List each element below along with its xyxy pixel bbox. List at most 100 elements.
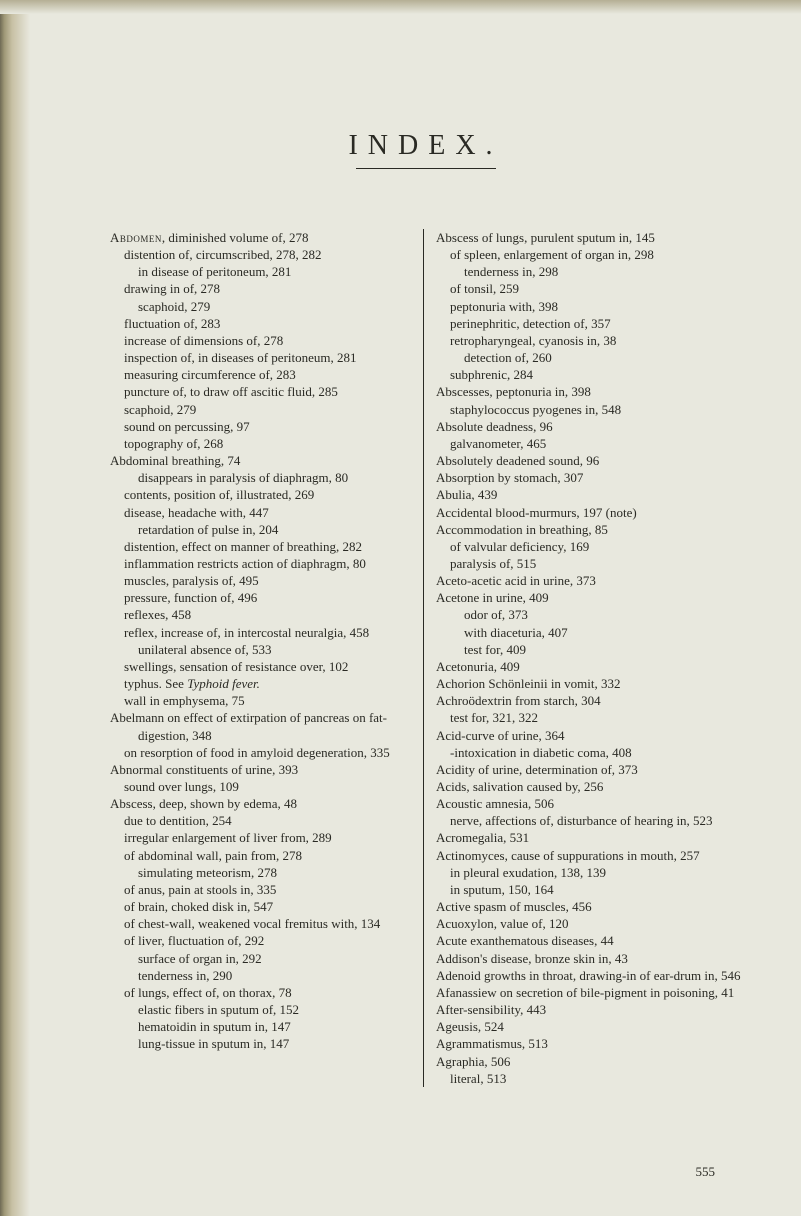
index-entry: scaphoid, 279 bbox=[110, 401, 415, 418]
index-entry: Accommodation in breathing, 85 bbox=[436, 521, 741, 538]
index-entry: contents, position of, illustrated, 269 bbox=[110, 486, 415, 503]
index-entry: Acute exanthematous diseases, 44 bbox=[436, 932, 741, 949]
index-entry: reflexes, 458 bbox=[110, 606, 415, 623]
index-entry: peptonuria with, 398 bbox=[436, 298, 741, 315]
left-column: Abdomen, diminished volume of, 278disten… bbox=[110, 229, 424, 1087]
index-entry: staphylococcus pyogenes in, 548 bbox=[436, 401, 741, 418]
index-entry: Ageusis, 524 bbox=[436, 1018, 741, 1035]
index-entry: Abdomen, diminished volume of, 278 bbox=[110, 229, 415, 246]
index-entry: Abelmann on effect of extirpation of pan… bbox=[110, 709, 415, 743]
index-entry: topography of, 268 bbox=[110, 435, 415, 452]
index-entry: Absolute deadness, 96 bbox=[436, 418, 741, 435]
index-entry: test for, 321, 322 bbox=[436, 709, 741, 726]
index-entry: unilateral absence of, 533 bbox=[110, 641, 415, 658]
index-entry: scaphoid, 279 bbox=[110, 298, 415, 315]
index-entry: in pleural exudation, 138, 139 bbox=[436, 864, 741, 881]
index-entry: Acidity of urine, determination of, 373 bbox=[436, 761, 741, 778]
index-entry: Acoustic amnesia, 506 bbox=[436, 795, 741, 812]
index-entry: Acuoxylon, value of, 120 bbox=[436, 915, 741, 932]
index-entry: fluctuation of, 283 bbox=[110, 315, 415, 332]
index-entry: wall in emphysema, 75 bbox=[110, 692, 415, 709]
index-entry: sound on percussing, 97 bbox=[110, 418, 415, 435]
index-entry: Acetone in urine, 409 bbox=[436, 589, 741, 606]
index-entry: with diaceturia, 407 bbox=[436, 624, 741, 641]
index-entry: test for, 409 bbox=[436, 641, 741, 658]
index-entry: swellings, sensation of resistance over,… bbox=[110, 658, 415, 675]
page-body: INDEX. Abdomen, diminished volume of, 27… bbox=[0, 0, 801, 1216]
index-entry: retardation of pulse in, 204 bbox=[110, 521, 415, 538]
index-entry: simulating meteorism, 278 bbox=[110, 864, 415, 881]
index-entry: Achroödextrin from starch, 304 bbox=[436, 692, 741, 709]
index-entry: on resorption of food in amyloid degener… bbox=[110, 744, 415, 761]
index-entry: Active spasm of muscles, 456 bbox=[436, 898, 741, 915]
index-entry: pressure, function of, 496 bbox=[110, 589, 415, 606]
index-entry: lung-tissue in sputum in, 147 bbox=[110, 1035, 415, 1052]
index-entry: Abscesses, peptonuria in, 398 bbox=[436, 383, 741, 400]
index-entry: Abdominal breathing, 74 bbox=[110, 452, 415, 469]
index-columns: Abdomen, diminished volume of, 278disten… bbox=[110, 229, 741, 1087]
index-entry: irregular enlargement of liver from, 289 bbox=[110, 829, 415, 846]
index-entry: disappears in paralysis of diaphragm, 80 bbox=[110, 469, 415, 486]
index-entry: tenderness in, 298 bbox=[436, 263, 741, 280]
index-entry: Abscess, deep, shown by edema, 48 bbox=[110, 795, 415, 812]
index-entry: retropharyngeal, cyanosis in, 38 bbox=[436, 332, 741, 349]
index-entry: of spleen, enlargement of organ in, 298 bbox=[436, 246, 741, 263]
index-entry: in sputum, 150, 164 bbox=[436, 881, 741, 898]
index-entry: Agrammatismus, 513 bbox=[436, 1035, 741, 1052]
index-entry: Absorption by stomach, 307 bbox=[436, 469, 741, 486]
index-entry: increase of dimensions of, 278 bbox=[110, 332, 415, 349]
index-entry: of tonsil, 259 bbox=[436, 280, 741, 297]
index-entry: Acids, salivation caused by, 256 bbox=[436, 778, 741, 795]
index-entry: of chest-wall, weakened vocal fremitus w… bbox=[110, 915, 415, 932]
index-entry: inspection of, in diseases of peritoneum… bbox=[110, 349, 415, 366]
index-entry: detection of, 260 bbox=[436, 349, 741, 366]
right-column: Abscess of lungs, purulent sputum in, 14… bbox=[424, 229, 741, 1087]
index-entry: Abnormal constituents of urine, 393 bbox=[110, 761, 415, 778]
index-entry: of abdominal wall, pain from, 278 bbox=[110, 847, 415, 864]
index-entry: literal, 513 bbox=[436, 1070, 741, 1087]
index-entry: of anus, pain at stools in, 335 bbox=[110, 881, 415, 898]
index-entry: -intoxication in diabetic coma, 408 bbox=[436, 744, 741, 761]
index-entry: perinephritic, detection of, 357 bbox=[436, 315, 741, 332]
index-entry: of brain, choked disk in, 547 bbox=[110, 898, 415, 915]
index-entry: puncture of, to draw off ascitic fluid, … bbox=[110, 383, 415, 400]
index-entry: Acromegalia, 531 bbox=[436, 829, 741, 846]
page-number: 555 bbox=[696, 1164, 716, 1180]
index-entry: measuring circumference of, 283 bbox=[110, 366, 415, 383]
index-entry: elastic fibers in sputum of, 152 bbox=[110, 1001, 415, 1018]
index-entry: galvanometer, 465 bbox=[436, 435, 741, 452]
index-entry: Agraphia, 506 bbox=[436, 1053, 741, 1070]
index-entry: Adenoid growths in throat, drawing-in of… bbox=[436, 967, 741, 984]
index-entry: disease, headache with, 447 bbox=[110, 504, 415, 521]
index-entry: Acetonuria, 409 bbox=[436, 658, 741, 675]
index-entry: reflex, increase of, in intercostal neur… bbox=[110, 624, 415, 641]
index-entry: Actinomyces, cause of suppurations in mo… bbox=[436, 847, 741, 864]
index-entry: of lungs, effect of, on thorax, 78 bbox=[110, 984, 415, 1001]
index-entry: odor of, 373 bbox=[436, 606, 741, 623]
index-entry: subphrenic, 284 bbox=[436, 366, 741, 383]
index-entry: tenderness in, 290 bbox=[110, 967, 415, 984]
index-entry: Absolutely deadened sound, 96 bbox=[436, 452, 741, 469]
index-entry: distention, effect on manner of breathin… bbox=[110, 538, 415, 555]
index-entry: Abulia, 439 bbox=[436, 486, 741, 503]
index-entry: of liver, fluctuation of, 292 bbox=[110, 932, 415, 949]
index-entry: After-sensibility, 443 bbox=[436, 1001, 741, 1018]
index-entry: surface of organ in, 292 bbox=[110, 950, 415, 967]
index-title: INDEX. bbox=[110, 130, 741, 162]
index-entry: drawing in of, 278 bbox=[110, 280, 415, 297]
index-entry: Addison's disease, bronze skin in, 43 bbox=[436, 950, 741, 967]
index-entry: Achorion Schönleinii in vomit, 332 bbox=[436, 675, 741, 692]
index-entry: Abscess of lungs, purulent sputum in, 14… bbox=[436, 229, 741, 246]
index-entry: muscles, paralysis of, 495 bbox=[110, 572, 415, 589]
index-entry: hematoidin in sputum in, 147 bbox=[110, 1018, 415, 1035]
index-entry: Afanassiew on secretion of bile-pigment … bbox=[436, 984, 741, 1001]
index-entry: of valvular deficiency, 169 bbox=[436, 538, 741, 555]
index-entry: paralysis of, 515 bbox=[436, 555, 741, 572]
index-entry: distention of, circumscribed, 278, 282 bbox=[110, 246, 415, 263]
index-entry: inflammation restricts action of diaphra… bbox=[110, 555, 415, 572]
title-rule bbox=[356, 168, 496, 169]
index-entry: Aceto-acetic acid in urine, 373 bbox=[436, 572, 741, 589]
index-entry: nerve, affections of, disturbance of hea… bbox=[436, 812, 741, 829]
index-entry: Accidental blood-murmurs, 197 (note) bbox=[436, 504, 741, 521]
index-entry: Acid-curve of urine, 364 bbox=[436, 727, 741, 744]
